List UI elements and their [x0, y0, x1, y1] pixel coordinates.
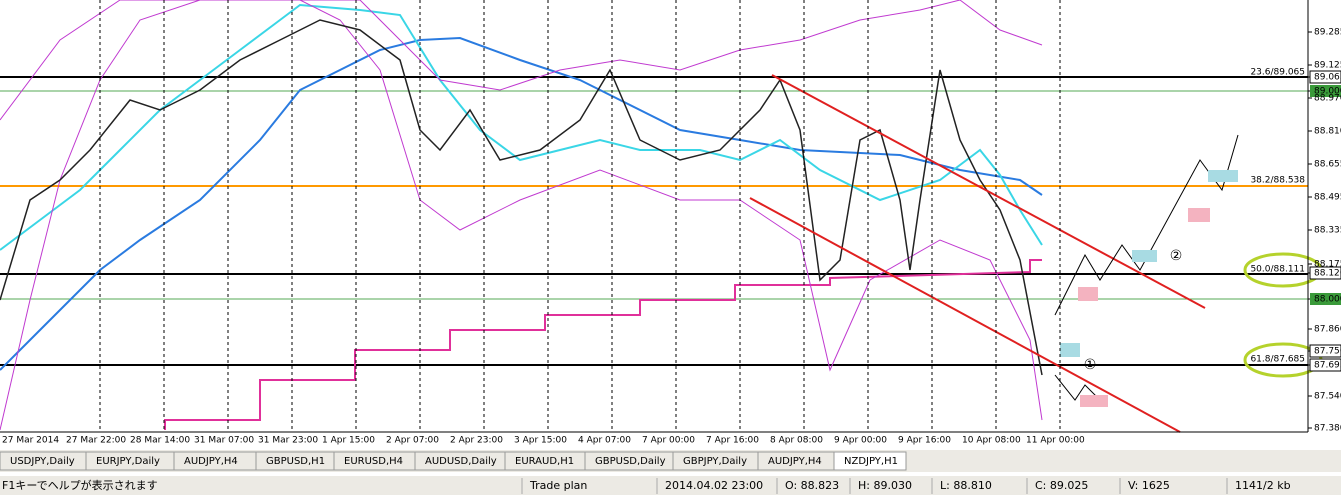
time-label: 10 Apr 08:00 [962, 436, 1021, 446]
time-label: 7 Apr 16:00 [706, 436, 759, 446]
chart-tab-label[interactable]: EURJPY,Daily [96, 456, 160, 467]
time-label: 28 Mar 14:00 [130, 436, 190, 446]
fib-label: 23.6/89.065 [1250, 68, 1305, 78]
price-label: 88.970 [1314, 94, 1341, 104]
price-label: 87.750 [1314, 347, 1341, 357]
status-text: V: 1625 [1128, 479, 1170, 492]
time-label: 2 Apr 23:00 [450, 436, 503, 446]
price-label-box [1309, 358, 1341, 372]
status-text: H: 89.030 [858, 479, 912, 492]
marker [1132, 250, 1157, 262]
fib-label: 50.0/88.111 [1250, 265, 1305, 275]
status-text: F1キーでヘルプが表示されます [2, 478, 158, 492]
price-label: 88.655 [1314, 160, 1341, 170]
band-line [0, 0, 1043, 121]
annotation: ① [1084, 357, 1097, 373]
chart-tab-label[interactable]: AUDUSD,Daily [425, 456, 497, 467]
price-label: 88.335 [1314, 226, 1341, 236]
time-label: 1 Apr 15:00 [322, 436, 375, 446]
time-label: 9 Apr 16:00 [898, 436, 951, 446]
fib-label: 61.8/87.685 [1250, 355, 1305, 365]
chart-tab-label[interactable]: GBPJPY,Daily [683, 456, 747, 467]
chart-tab-label[interactable]: USDJPY,Daily [10, 456, 75, 467]
fib-label: 38.2/88.538 [1250, 176, 1305, 186]
price-label-box [1310, 85, 1341, 97]
time-label: 7 Apr 00:00 [642, 436, 695, 446]
time-label: 2 Apr 07:00 [386, 436, 439, 446]
time-label: 11 Apr 00:00 [1026, 436, 1085, 446]
chart-area [0, 0, 1323, 433]
price-label: 87.540 [1314, 392, 1341, 402]
marker [1078, 287, 1098, 301]
channel-line [771, 74, 1206, 309]
status-text: Trade plan [529, 479, 587, 492]
price-label-box [1309, 70, 1341, 84]
time-label: 8 Apr 08:00 [770, 436, 823, 446]
chart-tab-label[interactable]: EURUSD,H4 [344, 456, 403, 467]
price-label: 88.120 [1314, 269, 1341, 279]
status-text: L: 88.810 [940, 479, 992, 492]
marker [1080, 395, 1108, 407]
chart-tab-label[interactable]: NZDJPY,H1 [844, 456, 898, 467]
price-label-box [1309, 266, 1341, 280]
time-label: 3 Apr 15:00 [514, 436, 567, 446]
price-label: 88.495 [1314, 193, 1341, 203]
time-label: 31 Mar 07:00 [194, 436, 254, 446]
price-label-box [1310, 293, 1341, 305]
channel-line [749, 197, 1181, 433]
chart-tab-label[interactable]: EURAUD,H1 [515, 456, 574, 467]
indicator-line [0, 36, 1043, 371]
price-label: 88.175 [1314, 260, 1341, 270]
marker [1208, 170, 1238, 182]
chart-tab-label[interactable]: AUDJPY,H4 [184, 456, 238, 467]
time-label: 27 Mar 22:00 [66, 436, 126, 446]
chart-tab-label[interactable]: GBPUSD,H1 [266, 456, 325, 467]
price-line [0, 19, 1043, 376]
marker [1188, 208, 1210, 222]
price-label: 87.860 [1314, 325, 1341, 335]
status-text: 1141/2 kb [1235, 479, 1291, 492]
time-label: 9 Apr 00:00 [834, 436, 887, 446]
scenario-path [1054, 134, 1239, 316]
chart-tab-label[interactable]: GBPUSD,Daily [595, 456, 666, 467]
band-line [0, 0, 1043, 431]
chart-tab-label[interactable]: AUDJPY,H4 [768, 456, 822, 467]
price-label: 87.695 [1314, 361, 1341, 371]
status-text: C: 89.025 [1035, 479, 1088, 492]
price-label: 89.125 [1314, 61, 1341, 71]
price-label: 89.065 [1314, 73, 1341, 83]
indicator-line [0, 3, 1043, 251]
price-label: 88.810 [1314, 127, 1341, 137]
status-text: 2014.04.02 23:00 [665, 479, 763, 492]
status-text: O: 88.823 [785, 479, 839, 492]
price-label: 89.000 [1314, 87, 1341, 97]
indicator-line [164, 259, 1042, 430]
time-label: 31 Mar 23:00 [258, 436, 318, 446]
marker [1060, 343, 1080, 357]
price-label: 87.380 [1314, 424, 1341, 434]
price-label: 88.000 [1314, 295, 1341, 305]
price-label-box [1309, 344, 1341, 358]
time-label: 27 Mar 2014 [2, 436, 59, 446]
status-bar [0, 476, 1341, 495]
price-label: 89.285 [1314, 28, 1341, 38]
annotation: ② [1170, 248, 1183, 264]
chart-tab[interactable] [833, 451, 907, 471]
time-label: 4 Apr 07:00 [578, 436, 631, 446]
